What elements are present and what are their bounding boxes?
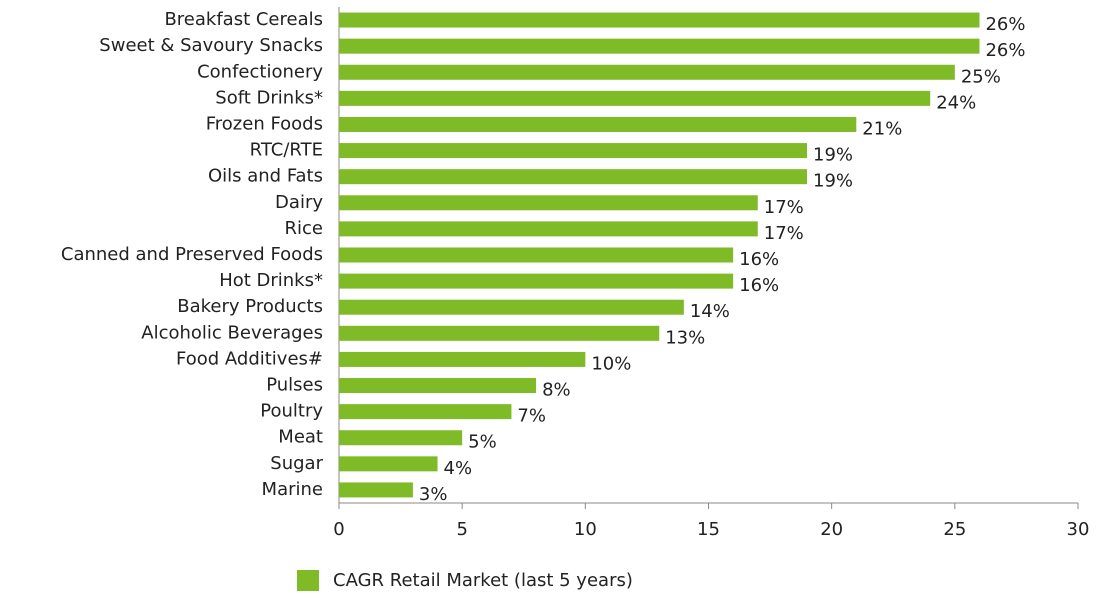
- y-tick-label: Breakfast Cereals: [164, 9, 323, 30]
- value-label: 5%: [468, 432, 497, 453]
- y-tick-label: Sugar: [270, 453, 323, 474]
- y-tick-label: Canned and Preserved Foods: [61, 244, 323, 265]
- x-tick-label: 10: [574, 519, 597, 540]
- bar: [339, 221, 758, 237]
- y-tick-label: Hot Drinks*: [219, 270, 323, 291]
- y-tick-label: Food Additives#: [176, 348, 323, 369]
- y-tick-label: Pulses: [266, 375, 323, 396]
- value-label: 16%: [739, 249, 779, 270]
- value-label: 8%: [542, 380, 571, 401]
- value-label: 10%: [591, 353, 631, 374]
- bar: [339, 195, 758, 211]
- x-tick-label: 30: [1067, 519, 1090, 540]
- bar: [339, 116, 857, 132]
- x-tick-label: 15: [697, 519, 720, 540]
- y-tick-label: Alcoholic Beverages: [141, 322, 323, 343]
- bar: [339, 482, 413, 498]
- value-label: 26%: [985, 14, 1025, 35]
- y-tick-label: RTC/RTE: [250, 140, 323, 161]
- value-label: 17%: [764, 223, 804, 244]
- bar: [339, 325, 660, 341]
- value-label: 19%: [813, 145, 853, 166]
- bar: [339, 38, 980, 54]
- x-tick-label: 20: [820, 519, 843, 540]
- y-tick-label: Rice: [285, 218, 323, 239]
- bar: [339, 169, 808, 185]
- value-label: 13%: [665, 327, 705, 348]
- value-label: 19%: [813, 171, 853, 192]
- bar: [339, 404, 512, 420]
- value-label: 24%: [936, 92, 976, 113]
- bar: [339, 430, 463, 446]
- y-tick-label: Oils and Fats: [208, 166, 323, 187]
- y-tick-label: Frozen Foods: [206, 113, 323, 134]
- y-tick-label: Dairy: [275, 192, 323, 213]
- y-tick-label: Bakery Products: [177, 296, 323, 317]
- y-tick-label: Poultry: [260, 401, 323, 422]
- y-tick-label: Soft Drinks*: [215, 87, 323, 108]
- value-label: 17%: [764, 197, 804, 218]
- y-tick-label: Sweet & Savoury Snacks: [99, 35, 323, 56]
- bar: [339, 273, 734, 289]
- bar: [339, 90, 931, 106]
- bar: [339, 64, 955, 80]
- value-label: 7%: [517, 406, 546, 427]
- legend-swatch: [297, 570, 319, 591]
- value-label: 16%: [739, 275, 779, 296]
- x-tick-label: 25: [943, 519, 966, 540]
- value-label: 21%: [862, 118, 902, 139]
- value-label: 14%: [690, 301, 730, 322]
- x-tick-label: 0: [333, 519, 344, 540]
- legend-label: CAGR Retail Market (last 5 years): [333, 570, 633, 591]
- value-label: 26%: [985, 40, 1025, 61]
- bar: [339, 351, 586, 367]
- y-tick-label: Marine: [262, 479, 323, 500]
- bar: [339, 143, 808, 159]
- value-label: 4%: [444, 458, 473, 479]
- bar: [339, 456, 438, 472]
- bar: [339, 247, 734, 263]
- bar: [339, 12, 980, 28]
- x-tick-label: 5: [456, 519, 467, 540]
- y-tick-label: Confectionery: [197, 61, 323, 82]
- bar: [339, 378, 537, 394]
- value-label: 25%: [961, 66, 1001, 87]
- value-label: 3%: [419, 484, 448, 505]
- y-tick-label: Meat: [278, 427, 323, 448]
- bar: [339, 299, 684, 315]
